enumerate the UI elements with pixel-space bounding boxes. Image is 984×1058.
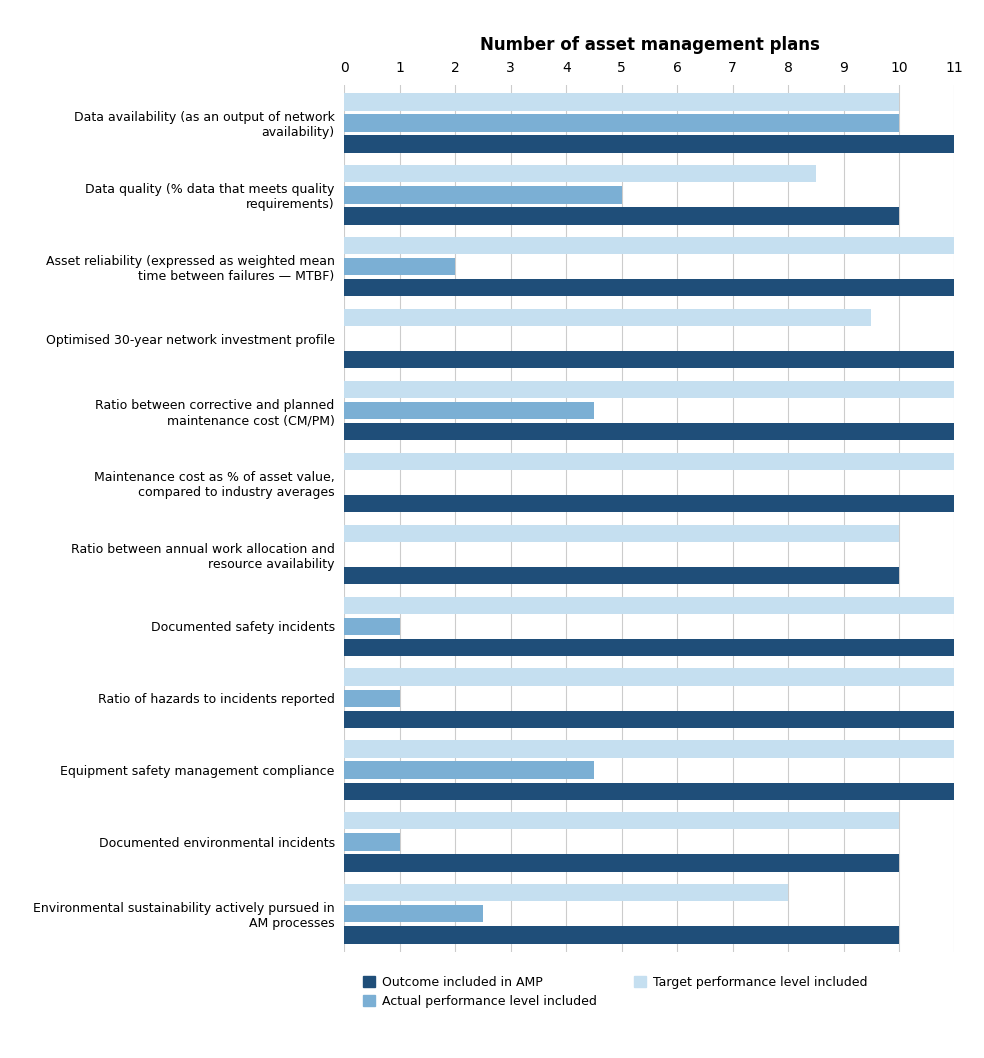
Bar <box>344 495 954 512</box>
Bar <box>344 567 899 584</box>
Bar <box>344 597 954 614</box>
Bar <box>344 669 954 686</box>
Bar <box>344 279 954 296</box>
Bar <box>344 165 816 182</box>
Bar <box>344 186 622 203</box>
Bar <box>344 114 899 131</box>
Bar <box>344 927 899 944</box>
Bar <box>344 834 400 851</box>
Bar <box>344 855 899 872</box>
Bar <box>344 525 899 542</box>
Bar <box>344 783 954 800</box>
Bar <box>344 906 483 923</box>
Bar <box>344 453 954 470</box>
Bar <box>344 93 899 110</box>
Bar <box>344 207 899 224</box>
Bar <box>344 351 954 368</box>
Bar <box>344 381 954 398</box>
Bar <box>344 309 871 326</box>
Bar <box>344 423 954 440</box>
Bar <box>344 258 456 275</box>
Bar <box>344 237 954 254</box>
Bar <box>344 884 788 901</box>
Bar <box>344 690 400 707</box>
X-axis label: Number of asset management plans: Number of asset management plans <box>479 36 820 54</box>
Bar <box>344 639 954 656</box>
Bar <box>344 135 954 152</box>
Bar <box>344 741 954 758</box>
Bar <box>344 402 594 419</box>
Bar <box>344 711 954 728</box>
Bar <box>344 618 400 635</box>
Bar <box>344 762 594 779</box>
Bar <box>344 813 899 829</box>
Legend: Outcome included in AMP, Actual performance level included, Target performance l: Outcome included in AMP, Actual performa… <box>363 975 867 1008</box>
